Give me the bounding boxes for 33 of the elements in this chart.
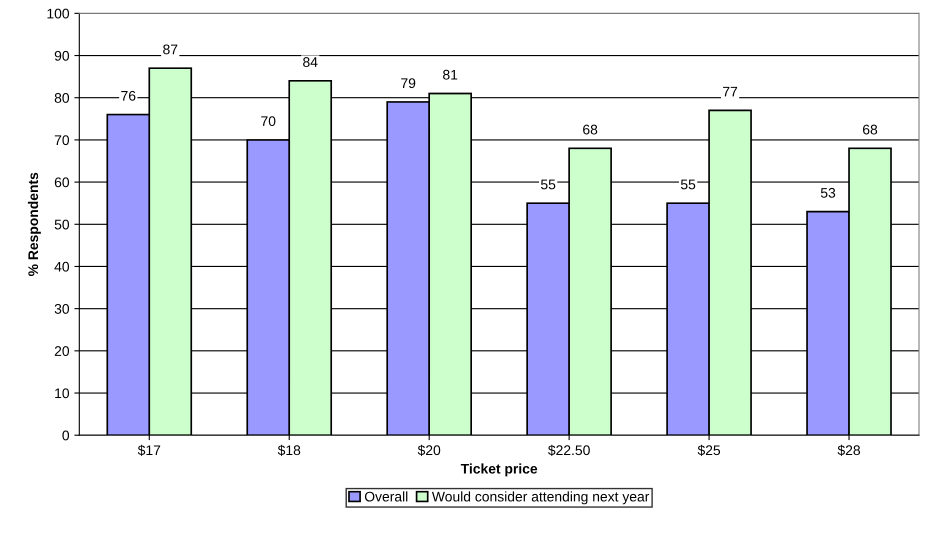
data-label: 68 [863, 124, 878, 134]
y-tick-label: 90 [54, 50, 70, 61]
data-label: 81 [443, 70, 458, 80]
y-tick-label: 100 [47, 8, 70, 19]
data-label: 76 [121, 90, 136, 101]
data-label: 70 [261, 116, 276, 126]
y-tick-label: 20 [54, 346, 70, 356]
data-label: 55 [680, 180, 696, 190]
data-label: 84 [303, 57, 318, 67]
y-tick-label: 40 [54, 262, 70, 272]
y-axis-title: % Respondents [28, 172, 41, 276]
data-label: 79 [401, 78, 416, 88]
y-tick-label: 30 [54, 304, 70, 314]
x-tick-label: $25 [698, 444, 720, 456]
data-label: 55 [540, 180, 556, 190]
y-tick-label: 70 [54, 135, 70, 146]
y-tick-label: 60 [54, 177, 70, 188]
data-label: 68 [583, 124, 598, 134]
data-label: 77 [723, 86, 738, 96]
y-tick-label: 10 [55, 388, 70, 398]
x-tick-label: $28 [838, 444, 860, 456]
x-tick-label: $20 [418, 444, 440, 456]
data-label: 87 [163, 44, 178, 54]
legend-label: Overall [364, 491, 408, 502]
y-tick-label: 0 [62, 430, 70, 440]
x-tick-label: $17 [138, 444, 160, 456]
y-tick-label: 50 [54, 220, 70, 230]
legend-label: Would consider attending next year [432, 491, 650, 504]
x-tick-label: $18 [278, 444, 300, 456]
x-axis-title: Ticket price [460, 463, 538, 476]
x-tick-label: $22.50 [548, 444, 590, 456]
y-tick-label: 80 [54, 93, 70, 103]
data-label: 53 [820, 188, 836, 198]
